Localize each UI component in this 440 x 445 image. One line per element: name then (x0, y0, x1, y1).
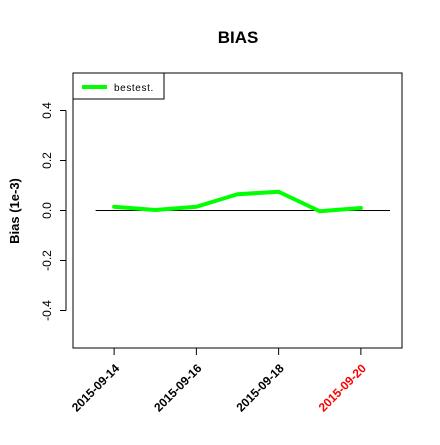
x-tick-label: 2015-09-18 (233, 361, 287, 415)
y-axis-label: Bias (1e-3) (7, 178, 22, 244)
y-tick-label: 0.4 (40, 102, 54, 119)
chart-title: BIAS (218, 28, 259, 47)
legend-label: bestest. (114, 83, 154, 94)
series-group (114, 192, 361, 212)
y-axis: -0.4 -0.2 0.0 0.2 0.4 (40, 102, 66, 321)
y-tick-label: 0.2 (40, 152, 54, 169)
y-tick-label: -0.4 (40, 300, 54, 321)
legend: bestest. (73, 73, 164, 99)
x-axis: 2015-09-14 2015-09-16 2015-09-18 2015-09-20 (69, 348, 369, 415)
y-tick-label: 0.0 (40, 202, 54, 219)
x-tick-label: 2015-09-14 (69, 361, 123, 415)
series-line (114, 192, 361, 212)
x-tick-label: 2015-09-16 (151, 361, 205, 415)
x-tick-label: 2015-09-20 (316, 361, 370, 415)
y-tick-label: -0.2 (40, 250, 54, 271)
